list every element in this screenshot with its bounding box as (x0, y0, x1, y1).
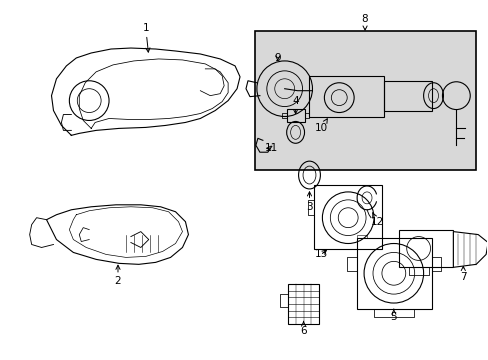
Text: 9: 9 (274, 53, 281, 63)
Bar (356, 238, 431, 309)
Text: 3: 3 (305, 192, 312, 212)
Bar (309, 76, 383, 117)
Text: 5: 5 (390, 309, 396, 322)
Text: 11: 11 (264, 143, 278, 153)
Text: 7: 7 (459, 266, 466, 282)
Bar (383, 81, 431, 111)
Bar (287, 284, 319, 324)
Bar (254, 31, 475, 170)
Text: 13: 13 (314, 249, 327, 260)
Text: 2: 2 (115, 265, 121, 286)
Text: 6: 6 (300, 321, 306, 336)
Bar (398, 230, 452, 267)
Text: 4: 4 (292, 96, 298, 114)
Text: 8: 8 (361, 14, 367, 30)
Polygon shape (452, 231, 487, 267)
Bar (314, 185, 381, 249)
Text: 12: 12 (369, 213, 383, 227)
Bar (286, 109, 304, 122)
Polygon shape (46, 205, 188, 264)
Text: 10: 10 (314, 119, 327, 134)
Text: 1: 1 (142, 23, 150, 52)
